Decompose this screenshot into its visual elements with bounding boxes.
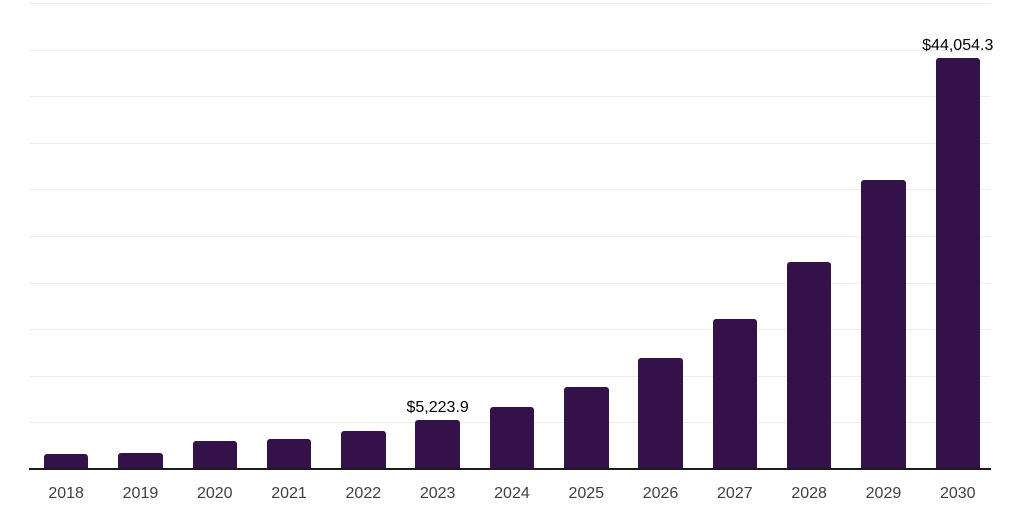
bar-2026: [638, 358, 683, 469]
bar-2025: [564, 387, 609, 469]
x-axis-label-2028: 2028: [791, 485, 827, 502]
x-axis-label-2019: 2019: [122, 485, 159, 502]
value-label-2023: $5,223.9: [406, 399, 469, 417]
bar-2027: [712, 319, 758, 469]
gridline: [29, 236, 991, 237]
gridline: [29, 189, 991, 191]
gridline: [29, 282, 991, 284]
gridline: [29, 142, 991, 144]
bar-2028: [786, 262, 832, 469]
x-axis-label-2025: 2025: [568, 485, 605, 502]
x-axis-label-2023: 2023: [419, 485, 456, 502]
x-axis-label-2027: 2027: [717, 485, 753, 502]
bar-2030: [935, 58, 980, 469]
gridline: [29, 375, 991, 377]
bar-2029: [861, 179, 906, 469]
x-axis-label-2020: 2020: [196, 485, 233, 502]
bar-2021: [266, 438, 312, 469]
bar-2019: [118, 452, 163, 469]
bar-2020: [192, 440, 237, 469]
gridline: [29, 329, 991, 331]
gridline: [29, 96, 991, 98]
bar-2018: [43, 453, 89, 469]
x-axis-label-2018: 2018: [48, 485, 84, 502]
gridline: [29, 3, 991, 4]
x-axis-label-2030: 2030: [939, 485, 976, 502]
value-label-2030: $44,054.3: [922, 37, 994, 55]
x-axis-label-2029: 2029: [865, 485, 902, 502]
x-axis-label-2026: 2026: [642, 485, 679, 502]
gridline: [29, 49, 991, 51]
x-axis-label-2022: 2022: [345, 485, 382, 502]
bar-2023: [415, 420, 460, 469]
x-axis-line: [29, 468, 991, 470]
x-axis-label-2024: 2024: [494, 485, 530, 502]
bar-2022: [341, 431, 386, 469]
x-axis-label-2021: 2021: [271, 485, 307, 502]
bar-2024: [489, 407, 535, 469]
